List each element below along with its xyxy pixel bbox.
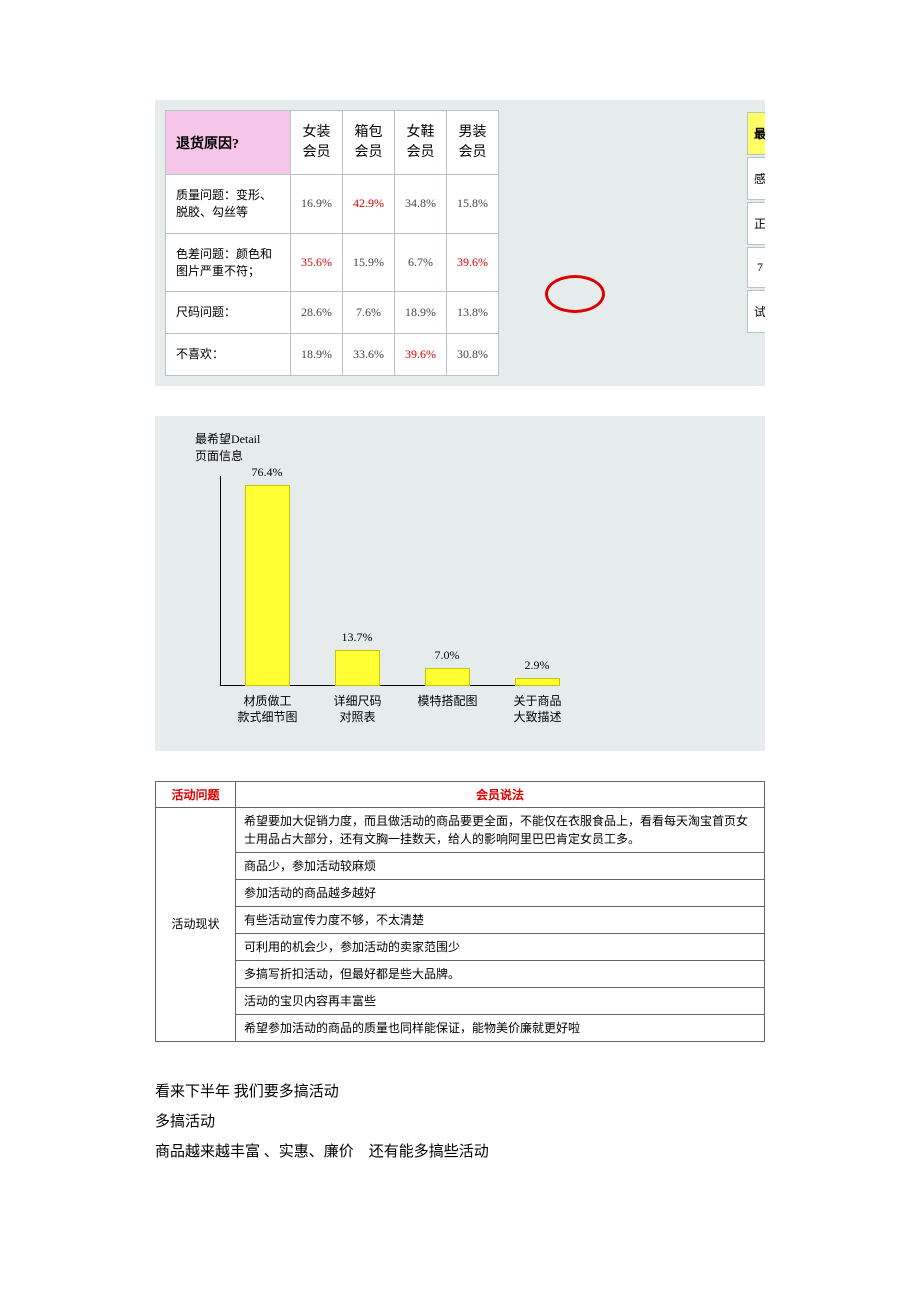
feedback-row: 希望参加活动的商品的质量也同样能保证，能物美价廉就更好啦 xyxy=(156,1014,765,1041)
category-label: 模特搭配图 xyxy=(405,694,490,710)
bar-value-label: 13.7% xyxy=(317,630,397,645)
reason-cell: 色差问题：颜色和图片严重不符； xyxy=(166,233,291,292)
side-cell: 正 xyxy=(747,202,765,245)
value-cell: 35.6% xyxy=(291,233,343,292)
chart-bar xyxy=(245,485,290,686)
table-row: 尺码问题：28.6%7.6%18.9%13.8% xyxy=(166,292,499,334)
feedback-section: 活动问题 会员说法 活动现状希望要加大促销力度，而且做活动的商品要更全面，不能仅… xyxy=(155,781,765,1042)
bar-value-label: 76.4% xyxy=(227,465,307,480)
topic-cell: 活动现状 xyxy=(156,807,236,1041)
feedback-row: 多搞写折扣活动，但最好都是些大品牌。 xyxy=(156,960,765,987)
chart-bar xyxy=(515,678,560,686)
text-line: 商品越来越丰富 、实惠、廉价 还有能多搞些活动 xyxy=(155,1137,765,1167)
feedback-cell: 希望参加活动的商品的质量也同样能保证，能物美价廉就更好啦 xyxy=(236,1014,765,1041)
value-cell: 30.8% xyxy=(447,334,499,376)
reason-cell: 不喜欢： xyxy=(166,334,291,376)
feedback-row: 可利用的机会少，参加活动的卖家范围少 xyxy=(156,933,765,960)
side-cell: 试 xyxy=(747,290,765,333)
return-reason-section: 退货原因? 女装 会员 箱包 会员 女鞋 会员 男装 会员 质量问题：变形、脱胶… xyxy=(155,100,765,386)
feedback-cell: 参加活动的商品越多越好 xyxy=(236,879,765,906)
table-row: 质量问题：变形、脱胶、勾丝等16.9%42.9%34.8%15.8% xyxy=(166,175,499,234)
value-cell: 13.8% xyxy=(447,292,499,334)
feedback-header: 会员说法 xyxy=(236,781,765,807)
value-cell: 33.6% xyxy=(343,334,395,376)
value-cell: 16.9% xyxy=(291,175,343,234)
value-cell: 15.8% xyxy=(447,175,499,234)
return-reason-table: 退货原因? 女装 会员 箱包 会员 女鞋 会员 男装 会员 质量问题：变形、脱胶… xyxy=(165,110,499,376)
feedback-cell: 希望要加大促销力度，而且做活动的商品要更全面，不能仅在衣服食品上，看看每天淘宝首… xyxy=(236,807,765,852)
table-row: 不喜欢：18.9%33.6%39.6%30.8% xyxy=(166,334,499,376)
category-label: 详细尺码对照表 xyxy=(315,694,400,725)
bar-value-label: 2.9% xyxy=(497,658,577,673)
circle-highlight xyxy=(545,275,605,313)
feedback-row: 活动的宝贝内容再丰富些 xyxy=(156,987,765,1014)
chart-bar xyxy=(425,668,470,686)
feedback-header: 活动问题 xyxy=(156,781,236,807)
detail-chart-section: 最希望Detail页面信息 76.4%材质做工款式细节图13.7%详细尺码对照表… xyxy=(155,416,765,751)
col-header: 女装 会员 xyxy=(291,111,343,175)
feedback-row: 商品少，参加活动较麻烦 xyxy=(156,852,765,879)
col-header: 女鞋 会员 xyxy=(395,111,447,175)
reason-cell: 质量问题：变形、脱胶、勾丝等 xyxy=(166,175,291,234)
value-cell: 28.6% xyxy=(291,292,343,334)
value-cell: 42.9% xyxy=(343,175,395,234)
chart-area: 76.4%材质做工款式细节图13.7%详细尺码对照表7.0%模特搭配图2.9%关… xyxy=(220,476,560,686)
side-table: 最 感 正 7 试 xyxy=(745,110,765,335)
feedback-cell: 商品少，参加活动较麻烦 xyxy=(236,852,765,879)
value-cell: 39.6% xyxy=(395,334,447,376)
feedback-table: 活动问题 会员说法 活动现状希望要加大促销力度，而且做活动的商品要更全面，不能仅… xyxy=(155,781,765,1042)
col-header: 男装 会员 xyxy=(447,111,499,175)
value-cell: 39.6% xyxy=(447,233,499,292)
side-cell: 7 xyxy=(747,247,765,288)
feedback-cell: 活动的宝贝内容再丰富些 xyxy=(236,987,765,1014)
text-line: 看来下半年 我们要多搞活动 xyxy=(155,1077,765,1107)
feedback-row: 有些活动宣传力度不够，不太清楚 xyxy=(156,906,765,933)
value-cell: 15.9% xyxy=(343,233,395,292)
chart-title: 最希望Detail页面信息 xyxy=(195,431,260,465)
feedback-cell: 多搞写折扣活动，但最好都是些大品牌。 xyxy=(236,960,765,987)
reason-cell: 尺码问题： xyxy=(166,292,291,334)
value-cell: 34.8% xyxy=(395,175,447,234)
y-axis xyxy=(220,476,221,686)
commentary-text: 看来下半年 我们要多搞活动 多搞活动 商品越来越丰富 、实惠、廉价 还有能多搞些… xyxy=(155,1077,765,1167)
category-label: 关于商品大致描述 xyxy=(495,694,580,725)
feedback-cell: 可利用的机会少，参加活动的卖家范围少 xyxy=(236,933,765,960)
feedback-row: 参加活动的商品越多越好 xyxy=(156,879,765,906)
feedback-row: 活动现状希望要加大促销力度，而且做活动的商品要更全面，不能仅在衣服食品上，看看每… xyxy=(156,807,765,852)
value-cell: 18.9% xyxy=(291,334,343,376)
side-cell: 感 xyxy=(747,157,765,200)
table-header-main: 退货原因? xyxy=(166,111,291,175)
feedback-cell: 有些活动宣传力度不够，不太清楚 xyxy=(236,906,765,933)
bar-value-label: 7.0% xyxy=(407,648,487,663)
side-header: 最 xyxy=(747,112,765,155)
table-row: 色差问题：颜色和图片严重不符；35.6%15.9%6.7%39.6% xyxy=(166,233,499,292)
chart-bar xyxy=(335,650,380,686)
bar-chart: 最希望Detail页面信息 76.4%材质做工款式细节图13.7%详细尺码对照表… xyxy=(165,426,755,736)
value-cell: 6.7% xyxy=(395,233,447,292)
value-cell: 18.9% xyxy=(395,292,447,334)
category-label: 材质做工款式细节图 xyxy=(225,694,310,725)
col-header: 箱包 会员 xyxy=(343,111,395,175)
value-cell: 7.6% xyxy=(343,292,395,334)
text-line: 多搞活动 xyxy=(155,1107,765,1137)
